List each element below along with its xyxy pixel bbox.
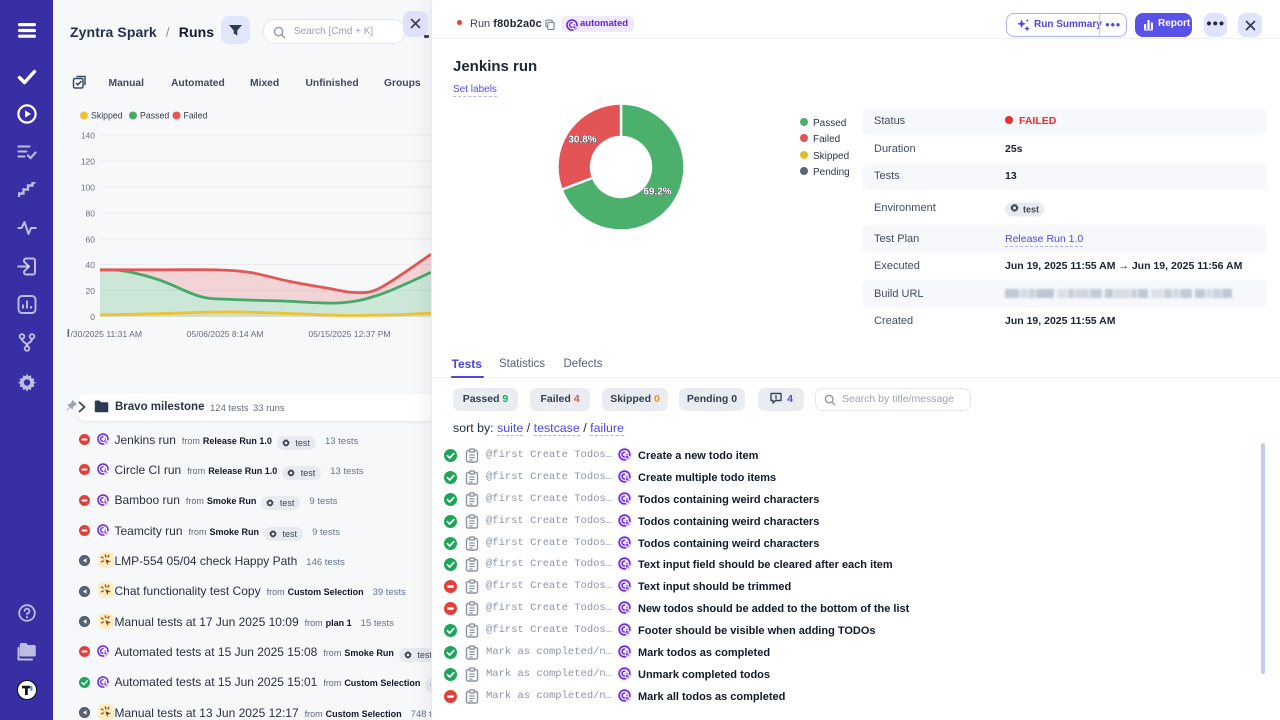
svg-text:Passed: Passed	[140, 111, 169, 121]
svg-text:140: 140	[81, 131, 95, 141]
svg-text:60: 60	[86, 235, 96, 245]
svg-text:Failed: Failed	[184, 111, 208, 121]
svg-text:/30/2025 11:31 AM: /30/2025 11:31 AM	[71, 329, 143, 339]
svg-text:80: 80	[86, 209, 96, 219]
svg-text:100: 100	[81, 183, 95, 193]
svg-text:20: 20	[86, 286, 96, 296]
svg-text:120: 120	[81, 157, 95, 167]
svg-text:Skipped: Skipped	[91, 111, 123, 121]
svg-text:69.2%: 69.2%	[643, 186, 671, 197]
svg-text:40: 40	[86, 260, 96, 270]
svg-text:30.8%: 30.8%	[568, 134, 596, 145]
svg-text:05/06/2025 8:14 AM: 05/06/2025 8:14 AM	[187, 329, 264, 339]
svg-text:05/15/2025 12:37 PM: 05/15/2025 12:37 PM	[308, 329, 390, 339]
svg-text:0: 0	[90, 312, 95, 322]
